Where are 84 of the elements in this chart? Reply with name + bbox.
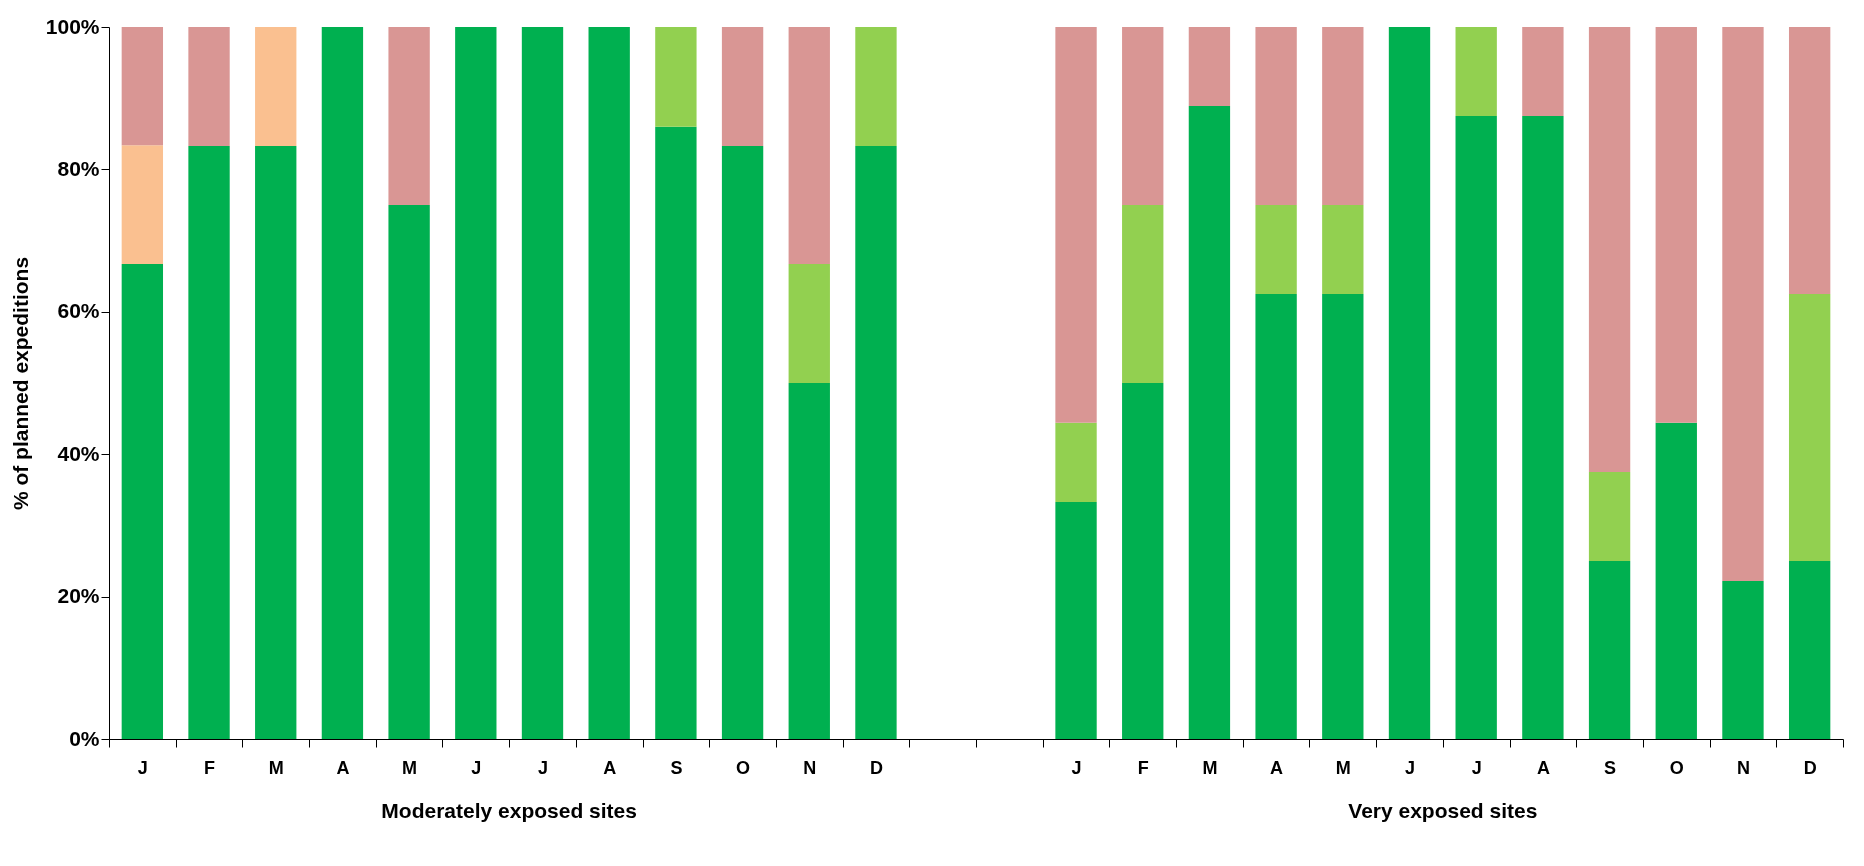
x-tick-label: J xyxy=(471,757,482,778)
bar xyxy=(255,145,297,739)
x-tick-label: A xyxy=(1270,757,1284,778)
x-tick-label: F xyxy=(204,757,216,778)
text: Moderately exposed sites xyxy=(381,799,637,822)
bar xyxy=(188,145,230,739)
x-tick-label: S xyxy=(670,757,683,778)
bar xyxy=(1522,27,1564,116)
bar xyxy=(121,145,164,265)
y-tick-label: 0% xyxy=(69,726,100,750)
bar xyxy=(1322,294,1364,739)
y-tick-label: 60% xyxy=(57,299,100,323)
text: Very exposed sites xyxy=(1348,799,1538,822)
bar xyxy=(1255,205,1297,294)
bar xyxy=(121,27,164,146)
bar xyxy=(721,27,764,146)
x-tick-label: F xyxy=(1137,757,1149,778)
x-tick-label: O xyxy=(1669,757,1684,778)
bar xyxy=(1655,27,1697,423)
y-tick-label: 100% xyxy=(45,14,100,38)
x-tick-label: J xyxy=(537,757,549,778)
x-tick-label: N xyxy=(803,757,817,778)
bar xyxy=(321,27,364,739)
x-tick-label: S xyxy=(1604,757,1617,778)
x-tick-label: D xyxy=(1803,757,1817,778)
bar xyxy=(255,27,297,146)
bar xyxy=(1788,27,1831,294)
bar xyxy=(1255,294,1297,739)
bar xyxy=(1322,27,1364,205)
bar xyxy=(855,27,897,146)
x-tick-label: M xyxy=(1202,757,1218,778)
bar xyxy=(121,264,164,739)
bar xyxy=(1055,501,1097,739)
bar xyxy=(788,264,830,383)
bar xyxy=(655,27,697,127)
bar xyxy=(1722,27,1764,581)
bar xyxy=(721,145,764,739)
bar xyxy=(1122,383,1164,739)
bar xyxy=(1322,205,1364,294)
x-tick-label: A xyxy=(336,757,350,778)
x-tick-label: A xyxy=(1536,757,1550,778)
bar xyxy=(188,27,230,146)
bar xyxy=(521,27,564,739)
bar xyxy=(1588,561,1631,739)
bar xyxy=(1788,561,1831,739)
y-tick-label: 80% xyxy=(57,156,100,180)
x-tick-label: O xyxy=(736,757,751,778)
bar xyxy=(388,205,430,739)
bar xyxy=(1522,116,1564,739)
bar xyxy=(1188,106,1231,739)
x-tick-label: J xyxy=(1404,757,1416,778)
bar xyxy=(1055,422,1097,502)
bar xyxy=(788,27,830,265)
bar xyxy=(1588,472,1631,561)
bar xyxy=(1655,422,1697,739)
bar xyxy=(1455,27,1497,116)
x-tick-label: A xyxy=(603,757,617,778)
bar xyxy=(1188,27,1231,107)
bar xyxy=(588,27,630,739)
bar xyxy=(1055,27,1097,423)
x-tick-label: J xyxy=(1471,757,1482,778)
bar xyxy=(788,383,830,739)
bar xyxy=(1588,27,1631,472)
x-tick-label: M xyxy=(268,757,284,778)
bar xyxy=(1722,580,1764,739)
y-axis-title: % of planned expeditions xyxy=(8,256,32,511)
x-tick-label: J xyxy=(1071,757,1082,778)
y-tick-label: 40% xyxy=(57,441,100,465)
x-tick-label: J xyxy=(137,757,148,778)
x-tick-label: D xyxy=(869,757,883,778)
x-tick-label: M xyxy=(402,757,418,778)
bar xyxy=(1788,294,1831,561)
bar xyxy=(1122,205,1164,383)
bar xyxy=(1455,116,1497,739)
y-tick-label: 20% xyxy=(57,584,100,608)
x-tick-label: M xyxy=(1335,757,1351,778)
bar xyxy=(455,27,497,739)
x-tick-label: N xyxy=(1736,757,1750,778)
bar xyxy=(1255,27,1297,205)
bar xyxy=(388,27,430,205)
bar xyxy=(655,126,697,739)
bar xyxy=(1388,27,1431,739)
bar xyxy=(855,145,897,739)
bar xyxy=(1122,27,1164,205)
